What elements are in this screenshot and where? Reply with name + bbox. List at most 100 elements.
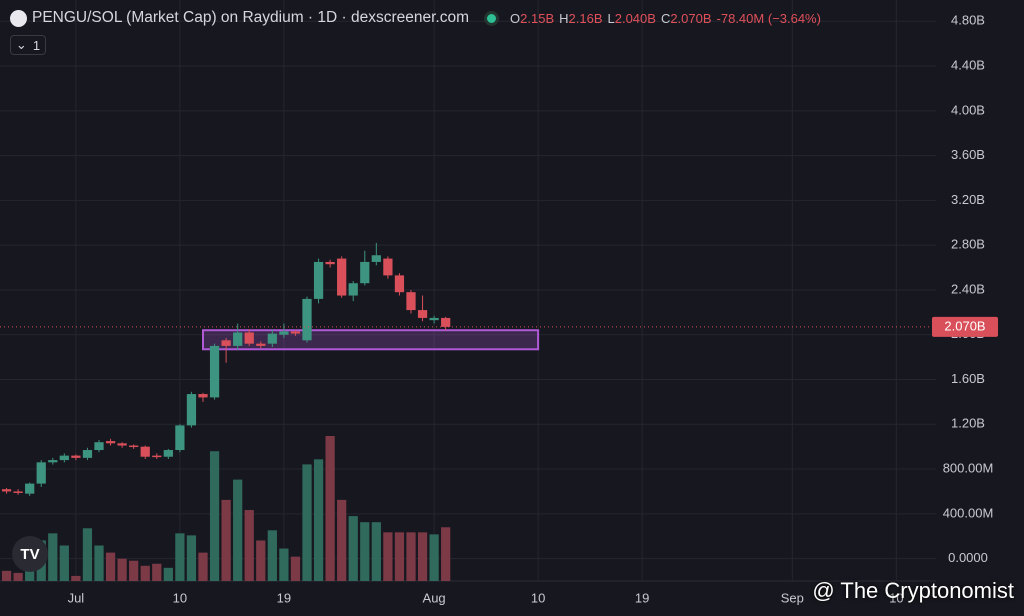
volume-bar xyxy=(163,567,173,581)
volume-bar xyxy=(1,570,12,581)
tradingview-logo[interactable]: TV xyxy=(12,536,48,572)
candle-body xyxy=(25,483,35,494)
candle-body xyxy=(117,443,127,446)
x-tick-label: 10 xyxy=(889,590,903,605)
candle-body xyxy=(348,283,358,296)
y-tick-label: 3.60B xyxy=(951,147,985,162)
volume-bar xyxy=(175,533,185,581)
candle-body xyxy=(279,331,289,335)
volume-bar xyxy=(209,451,220,581)
candle-body xyxy=(94,442,104,451)
change: -78.40M (−3.64%) xyxy=(716,10,821,26)
indicator-count: 1 xyxy=(32,37,41,53)
candle-body xyxy=(394,275,405,293)
pair-logo xyxy=(10,9,27,27)
volume-bar xyxy=(313,459,324,581)
candle-body xyxy=(244,332,254,344)
candle-body xyxy=(233,332,243,346)
candle-body xyxy=(429,317,439,321)
watermark-text: @ The Cryptonomist xyxy=(812,578,1014,603)
volume-bar xyxy=(244,510,254,581)
candle-body xyxy=(383,258,393,276)
y-tick-label: 4.40B xyxy=(951,57,985,72)
volume-bar xyxy=(441,527,451,581)
chevron: ⌄ xyxy=(15,37,27,52)
volume-bar xyxy=(256,540,266,581)
volume-bar xyxy=(59,545,69,581)
x-tick-label: 19 xyxy=(277,590,291,605)
candle-body xyxy=(186,394,197,426)
candle-body xyxy=(360,261,370,284)
candle-body xyxy=(13,491,23,493)
ohlc-value: 2.070B xyxy=(670,10,712,26)
volume-bar xyxy=(129,560,139,581)
volume-bar xyxy=(48,533,58,581)
candle-body xyxy=(140,446,150,457)
x-tick-label: 10 xyxy=(531,590,545,605)
ohlc-key: O xyxy=(510,10,521,26)
volume-bar xyxy=(105,552,116,581)
ohlc-value: 2.15B xyxy=(520,10,555,26)
x-tick-label: Sep xyxy=(781,590,804,605)
volume-bar xyxy=(429,534,439,581)
volume-bar xyxy=(417,532,428,581)
candle-body xyxy=(337,258,347,296)
volume-bar xyxy=(394,532,405,581)
support-zone xyxy=(202,329,540,351)
volume-bar xyxy=(360,522,370,581)
y-tick-label: 1.20B xyxy=(951,416,985,431)
y-tick-label: 400.00M xyxy=(943,505,994,520)
candle-body xyxy=(71,455,81,458)
volume-bar xyxy=(221,499,231,581)
volume-bar xyxy=(71,575,81,581)
x-tick-label: 19 xyxy=(635,590,649,605)
ohlc-item: O2.15B xyxy=(510,11,554,26)
volume-bar xyxy=(325,436,335,581)
x-tick-label: 10 xyxy=(173,590,187,605)
volume-bar xyxy=(140,565,150,581)
candle-body xyxy=(371,255,381,262)
volume-bar xyxy=(94,545,104,581)
ohlc-item: L2.040B xyxy=(608,11,656,26)
volume-bar xyxy=(267,530,277,581)
candle-body xyxy=(221,340,231,346)
y-tick-label: 2.40B xyxy=(951,281,985,296)
volume-bar xyxy=(290,556,301,581)
chart-title: PENGU/SOL (Market Cap) on Raydium · 1D ·… xyxy=(32,9,470,26)
y-tick-label: 1.60B xyxy=(951,371,985,386)
candle-body xyxy=(129,445,139,448)
candle-body xyxy=(175,425,185,451)
ohlc-item: H2.16B xyxy=(559,11,602,26)
candle-body xyxy=(36,462,46,484)
indicators-toggle[interactable]: ⌄ 1 xyxy=(10,35,46,55)
ohlc-item: C2.070B xyxy=(661,11,712,26)
candle-body xyxy=(406,292,416,311)
candle-body xyxy=(48,460,58,463)
volume-bar xyxy=(302,464,312,581)
last-price-label: 2.070B xyxy=(944,318,985,333)
ohlc-readout: O2.15B H2.16B L2.040B C2.070B xyxy=(510,11,717,26)
watermark: @ The Cryptonomist xyxy=(812,578,1014,604)
candle-body xyxy=(256,343,266,346)
candle-body xyxy=(417,310,428,318)
candle-body xyxy=(302,298,312,341)
candle-body xyxy=(1,489,12,492)
ohlc-key: L xyxy=(607,10,615,26)
candle-body xyxy=(313,261,324,299)
volume-bar xyxy=(82,528,93,581)
candle-body xyxy=(198,394,208,398)
candle-body xyxy=(59,455,69,461)
last-price-box xyxy=(932,316,998,337)
y-tick-label: 2.80B xyxy=(951,237,985,252)
candle-body xyxy=(105,441,116,444)
candle-body xyxy=(152,455,162,458)
volume-bar xyxy=(383,532,393,581)
volume-bar xyxy=(152,563,162,581)
ohlc-value: 2.16B xyxy=(568,10,603,26)
status-dot xyxy=(487,13,497,23)
volume-bar xyxy=(13,572,23,581)
ohlc-value: 2.040B xyxy=(614,10,656,26)
candle-body xyxy=(441,317,451,327)
